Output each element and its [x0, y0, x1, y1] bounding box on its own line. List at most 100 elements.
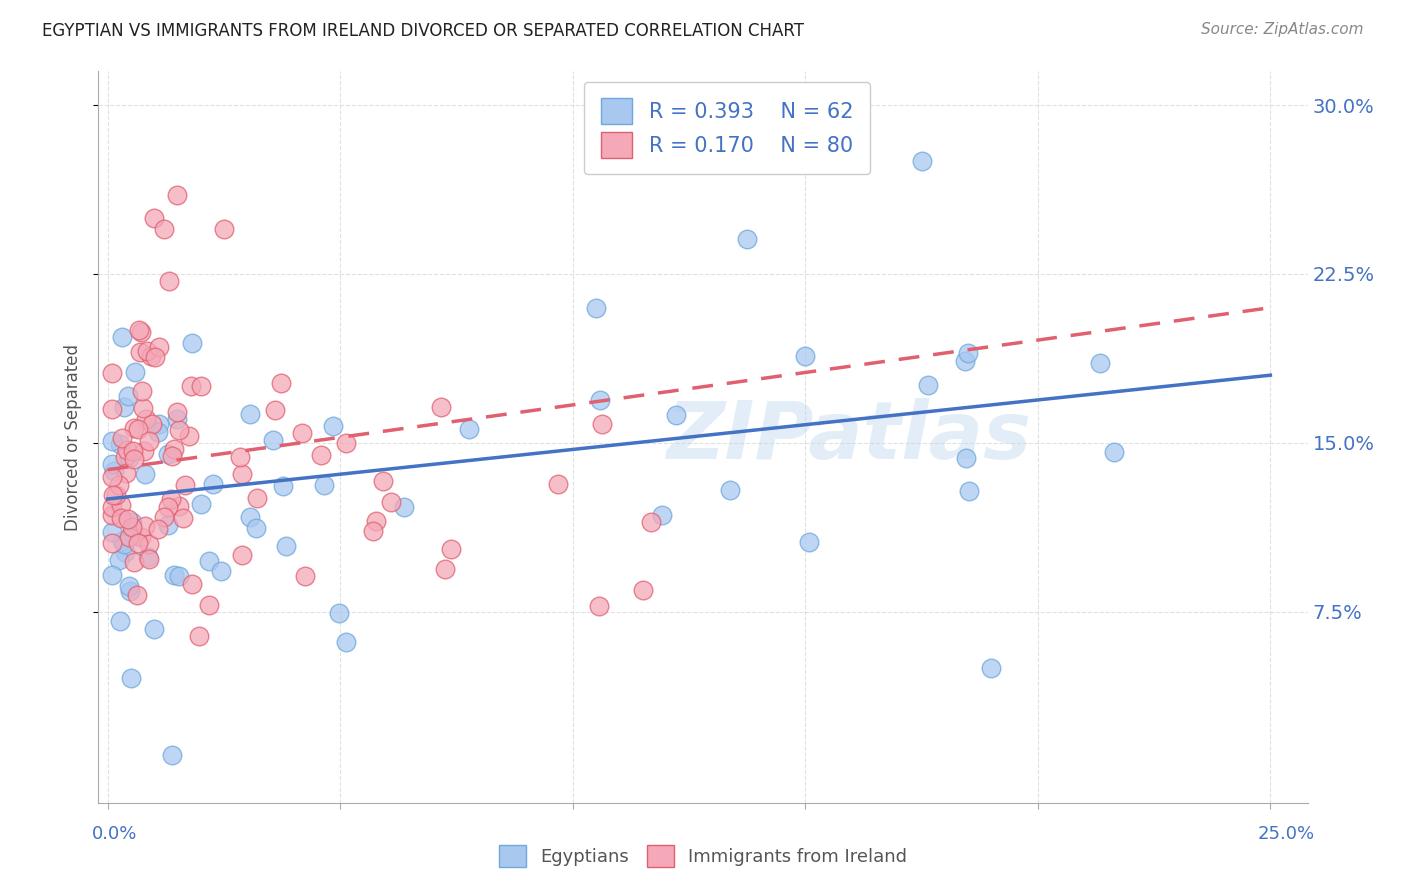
- Point: [190, 379, 212, 393]
- Point: [132, 444, 155, 458]
- Point: [101, 524, 124, 539]
- Point: [110, 498, 132, 512]
- Point: [117, 579, 139, 593]
- Point: [135, 343, 157, 358]
- Point: [132, 401, 155, 415]
- Point: [120, 584, 142, 599]
- Point: [392, 500, 415, 515]
- Point: [640, 515, 662, 529]
- Point: [121, 524, 143, 539]
- Point: [101, 401, 124, 416]
- Point: [917, 377, 939, 392]
- Point: [172, 511, 194, 525]
- Point: [159, 274, 181, 288]
- Text: 25.0%: 25.0%: [1257, 825, 1315, 843]
- Point: [141, 417, 163, 431]
- Point: [153, 510, 176, 524]
- Point: [112, 537, 135, 551]
- Point: [309, 448, 332, 462]
- Point: [181, 576, 204, 591]
- Point: [101, 366, 124, 380]
- Point: [103, 464, 125, 478]
- Point: [179, 429, 201, 443]
- Point: [547, 477, 569, 491]
- Y-axis label: Divorced or Separated: Divorced or Separated: [63, 343, 82, 531]
- Point: [291, 426, 314, 441]
- Point: [101, 567, 124, 582]
- Point: [127, 535, 149, 549]
- Point: [957, 345, 980, 359]
- Point: [124, 420, 146, 434]
- Point: [143, 622, 166, 636]
- Point: [117, 511, 139, 525]
- Point: [101, 434, 124, 448]
- Point: [121, 519, 143, 533]
- Point: [138, 552, 160, 566]
- Point: [718, 483, 741, 497]
- Point: [361, 524, 384, 539]
- Point: [115, 442, 138, 457]
- Point: [148, 425, 170, 439]
- Point: [111, 533, 134, 548]
- Point: [294, 569, 316, 583]
- Point: [335, 435, 357, 450]
- Point: [231, 467, 253, 482]
- Point: [312, 478, 335, 492]
- Point: [101, 536, 124, 550]
- Point: [114, 544, 136, 558]
- Point: [148, 417, 170, 432]
- Point: [101, 500, 124, 514]
- Point: [114, 450, 136, 465]
- Point: [591, 417, 613, 432]
- Point: [166, 188, 188, 202]
- Point: [276, 539, 298, 553]
- Text: 0.0%: 0.0%: [91, 825, 136, 843]
- Point: [163, 442, 186, 456]
- Point: [160, 747, 183, 762]
- Point: [156, 447, 179, 461]
- Point: [198, 598, 221, 612]
- Point: [737, 232, 759, 246]
- Point: [380, 495, 402, 509]
- Point: [160, 491, 183, 506]
- Point: [138, 434, 160, 448]
- Point: [910, 154, 932, 169]
- Point: [202, 477, 225, 491]
- Point: [231, 549, 253, 563]
- Point: [585, 301, 607, 315]
- Point: [128, 323, 150, 337]
- Point: [108, 437, 131, 451]
- Point: [163, 567, 186, 582]
- Legend: R = 0.393    N = 62, R = 0.170    N = 80: R = 0.393 N = 62, R = 0.170 N = 80: [585, 82, 870, 174]
- Point: [143, 211, 166, 225]
- Point: [160, 449, 183, 463]
- Point: [239, 509, 262, 524]
- Point: [139, 349, 162, 363]
- Point: [157, 517, 180, 532]
- Point: [146, 522, 169, 536]
- Point: [588, 599, 610, 613]
- Point: [169, 499, 191, 513]
- Point: [458, 422, 481, 436]
- Point: [101, 469, 124, 483]
- Point: [114, 466, 136, 480]
- Point: [439, 541, 461, 556]
- Point: [134, 467, 156, 482]
- Point: [180, 379, 202, 393]
- Point: [111, 330, 134, 344]
- Point: [953, 354, 976, 368]
- Point: [101, 488, 124, 502]
- Point: [136, 549, 159, 564]
- Point: [120, 672, 142, 686]
- Point: [122, 556, 145, 570]
- Point: [335, 635, 357, 649]
- Point: [122, 452, 145, 467]
- Point: [180, 335, 202, 350]
- Point: [957, 483, 980, 498]
- Point: [148, 340, 170, 354]
- Point: [167, 424, 190, 438]
- Point: [166, 412, 188, 426]
- Point: [112, 400, 135, 414]
- Point: [262, 433, 284, 447]
- Point: [101, 457, 124, 471]
